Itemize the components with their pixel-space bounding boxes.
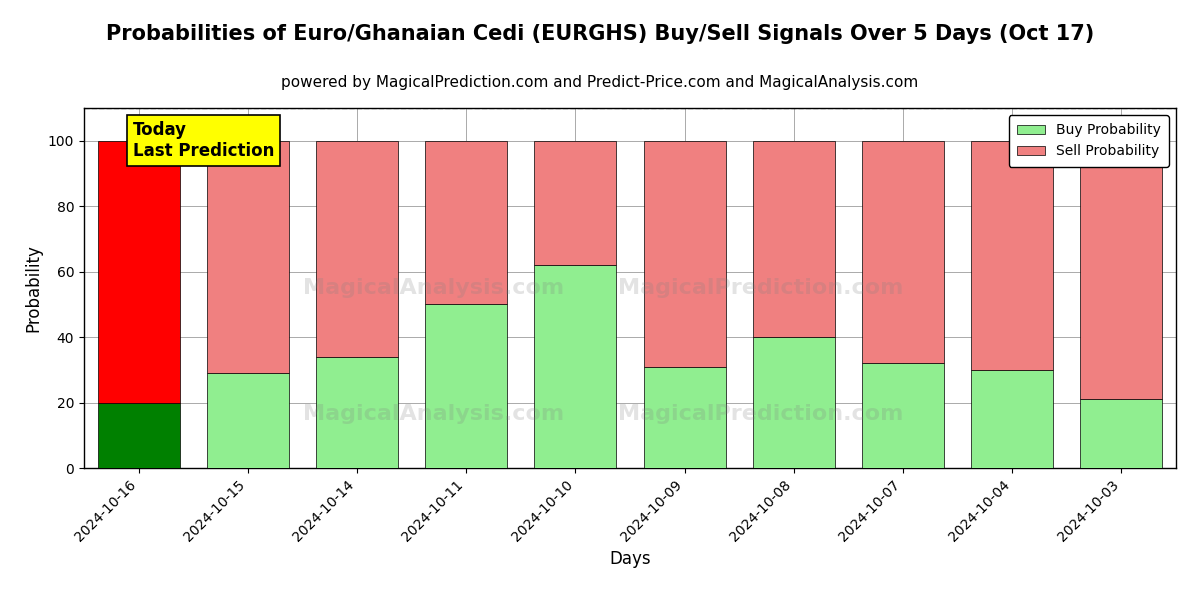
Text: MagicalPrediction.com: MagicalPrediction.com <box>618 278 904 298</box>
Bar <box>862 141 944 363</box>
X-axis label: Days: Days <box>610 550 650 568</box>
Bar <box>97 403 180 468</box>
Bar <box>206 141 289 373</box>
Text: Probabilities of Euro/Ghanaian Cedi (EURGHS) Buy/Sell Signals Over 5 Days (Oct 1: Probabilities of Euro/Ghanaian Cedi (EUR… <box>106 24 1094 44</box>
Bar <box>316 357 398 468</box>
Bar <box>425 141 508 304</box>
Y-axis label: Probability: Probability <box>24 244 42 332</box>
Bar <box>206 373 289 468</box>
Bar <box>97 141 180 403</box>
Bar <box>316 141 398 357</box>
Bar <box>643 367 726 468</box>
Bar <box>971 141 1054 370</box>
Bar <box>862 363 944 468</box>
Legend: Buy Probability, Sell Probability: Buy Probability, Sell Probability <box>1009 115 1169 167</box>
Bar <box>643 141 726 367</box>
Bar <box>1080 141 1163 399</box>
Text: MagicalPrediction.com: MagicalPrediction.com <box>618 404 904 424</box>
Bar <box>752 141 835 337</box>
Text: MagicalAnalysis.com: MagicalAnalysis.com <box>302 278 564 298</box>
Bar <box>1080 399 1163 468</box>
Bar <box>425 304 508 468</box>
Bar <box>534 265 617 468</box>
Text: MagicalAnalysis.com: MagicalAnalysis.com <box>302 404 564 424</box>
Bar <box>534 141 617 265</box>
Bar <box>971 370 1054 468</box>
Bar <box>752 337 835 468</box>
Text: Today
Last Prediction: Today Last Prediction <box>133 121 275 160</box>
Text: powered by MagicalPrediction.com and Predict-Price.com and MagicalAnalysis.com: powered by MagicalPrediction.com and Pre… <box>281 75 919 90</box>
